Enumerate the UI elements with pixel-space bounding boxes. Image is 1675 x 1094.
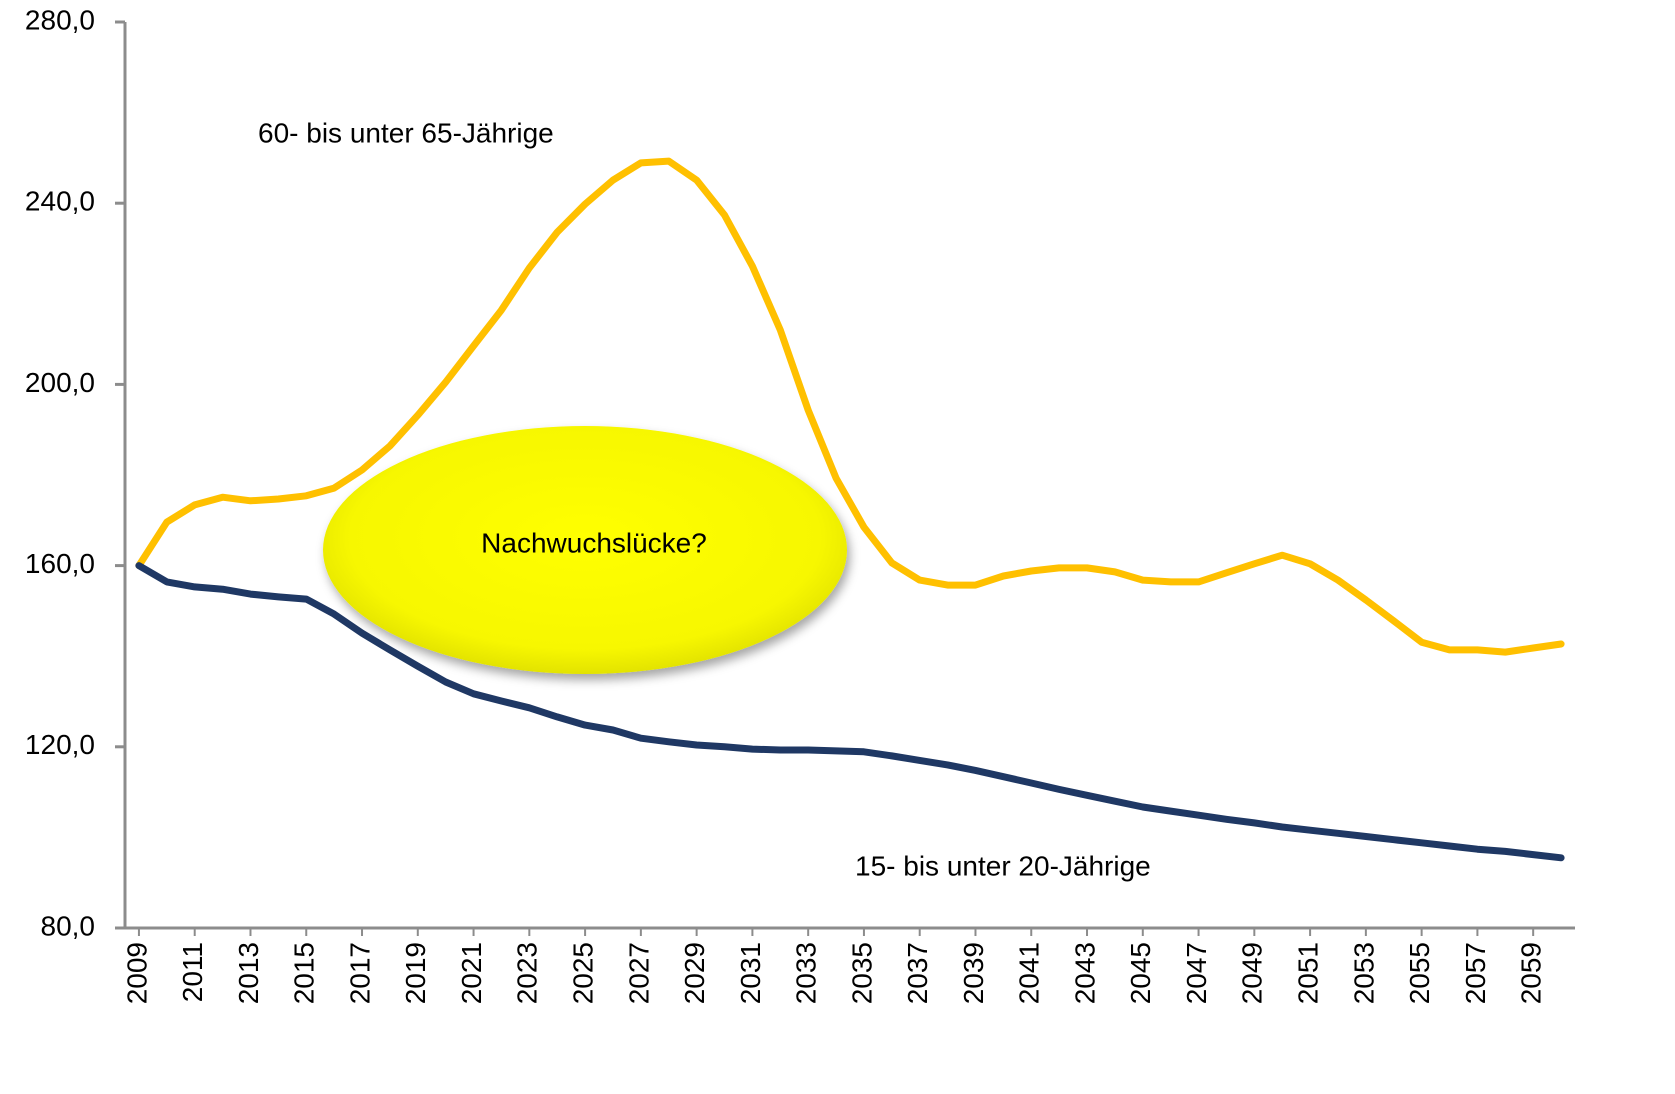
y-tick-label: 120,0 xyxy=(25,729,95,760)
x-tick-label: 2013 xyxy=(233,942,264,1004)
x-tick-label: 2053 xyxy=(1348,942,1379,1004)
series-label: 15- bis unter 20-Jährige xyxy=(855,850,1151,881)
x-tick-label: 2057 xyxy=(1460,942,1491,1004)
x-tick-label: 2011 xyxy=(177,942,208,1002)
x-tick-label: 2043 xyxy=(1069,942,1100,1004)
x-tick-label: 2045 xyxy=(1125,942,1156,1004)
y-tick-label: 280,0 xyxy=(25,4,95,35)
x-tick-label: 2029 xyxy=(679,942,710,1004)
x-tick-label: 2015 xyxy=(289,942,320,1004)
x-tick-label: 2027 xyxy=(623,942,654,1004)
x-tick-label: 2037 xyxy=(902,942,933,1004)
x-tick-label: 2049 xyxy=(1237,942,1268,1004)
y-tick-label: 80,0 xyxy=(41,910,96,941)
highlight-ellipse xyxy=(323,426,847,674)
x-tick-label: 2051 xyxy=(1292,942,1323,1004)
x-tick-label: 2031 xyxy=(735,942,766,1004)
x-tick-label: 2035 xyxy=(846,942,877,1004)
axes: 80,0 120,0 160,0 200,0 240,0 280,0 2009 2011 201… xyxy=(25,4,1575,1004)
x-tick-label: 2033 xyxy=(791,942,822,1004)
x-tick-label: 2017 xyxy=(344,942,375,1004)
x-tick-label: 2047 xyxy=(1181,942,1212,1004)
x-tick-label: 2041 xyxy=(1014,942,1045,1004)
y-tick-label: 240,0 xyxy=(25,186,95,217)
x-tick-label: 2055 xyxy=(1404,942,1435,1004)
lines xyxy=(135,157,1565,862)
series-line xyxy=(135,157,1565,656)
annotation: Nachwuchslücke? xyxy=(481,527,707,558)
x-tick-label: 2023 xyxy=(512,942,543,1004)
x-tick-label: 2059 xyxy=(1516,942,1547,1004)
y-tick-label: 200,0 xyxy=(25,367,95,398)
series-line xyxy=(135,562,1565,862)
x-tick-label: 2039 xyxy=(958,942,989,1004)
x-tick-label: 2021 xyxy=(456,942,487,1004)
x-tick-label: 2019 xyxy=(400,942,431,1004)
y-tick-label: 160,0 xyxy=(25,548,95,579)
series-label: 60- bis unter 65-Jährige xyxy=(258,117,554,148)
x-tick-label: 2009 xyxy=(121,942,152,1004)
x-tick-label: 2025 xyxy=(567,942,598,1004)
